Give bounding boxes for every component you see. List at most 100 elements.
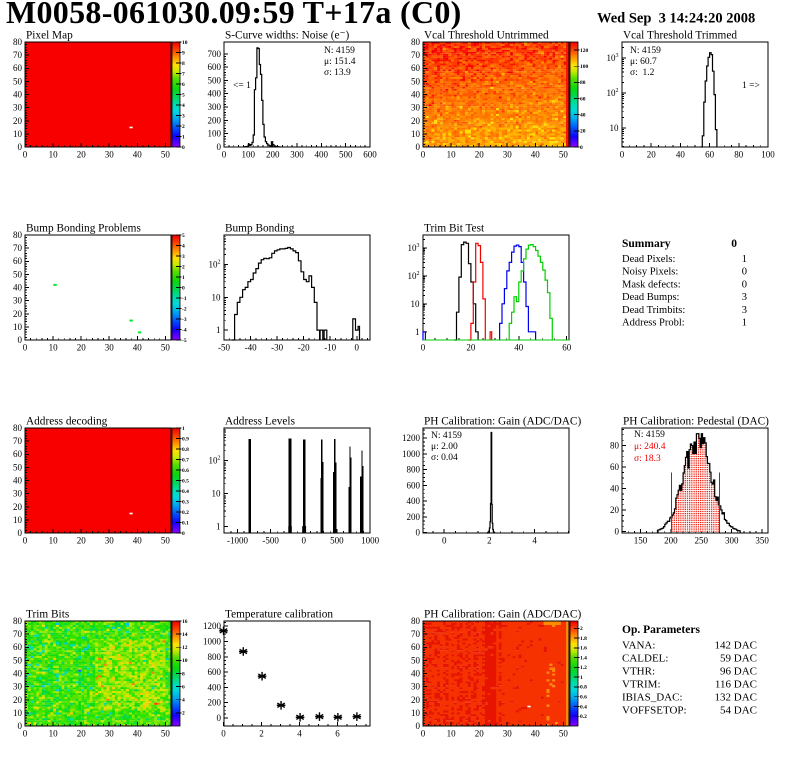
svg-text:59 DAC: 59 DAC — [720, 653, 757, 665]
svg-text:<= 1: <= 1 — [233, 81, 251, 91]
svg-text:10: 10 — [411, 299, 421, 309]
svg-text:0: 0 — [23, 150, 28, 160]
svg-text:Wed Sep 3 14:24:20 2008: Wed Sep 3 14:24:20 2008 — [597, 11, 755, 27]
svg-text:70: 70 — [13, 243, 23, 253]
svg-text:132 DAC: 132 DAC — [715, 692, 757, 704]
svg-text:60: 60 — [705, 150, 715, 160]
svg-text:30: 30 — [105, 536, 115, 546]
svg-text:1 =>: 1 => — [742, 81, 760, 91]
svg-text:Trim Bit Test: Trim Bit Test — [424, 223, 485, 235]
svg-text:400: 400 — [208, 89, 222, 99]
svg-text:Dead Pixels:: Dead Pixels: — [622, 254, 675, 265]
svg-text:200: 200 — [266, 150, 280, 160]
svg-text:600: 600 — [363, 150, 377, 160]
svg-text:0.8: 0.8 — [580, 685, 587, 691]
svg-text:40: 40 — [580, 113, 586, 119]
svg-text:4: 4 — [297, 729, 302, 739]
svg-text:40: 40 — [133, 536, 143, 546]
svg-text:10: 10 — [13, 515, 23, 525]
svg-text:6: 6 — [335, 729, 340, 739]
svg-text:-40: -40 — [245, 343, 257, 353]
svg-text:400: 400 — [315, 150, 329, 160]
svg-text:100: 100 — [580, 64, 589, 70]
svg-text:0: 0 — [580, 145, 583, 151]
svg-text:1: 1 — [216, 325, 221, 335]
svg-text:400: 400 — [407, 496, 421, 506]
svg-text:1.6: 1.6 — [580, 646, 587, 652]
svg-text:30: 30 — [13, 682, 23, 692]
svg-text:0: 0 — [416, 528, 421, 538]
svg-text:20: 20 — [580, 129, 586, 135]
svg-text:0: 0 — [742, 279, 747, 290]
svg-text:102: 102 — [607, 88, 619, 98]
svg-text:0.8: 0.8 — [182, 447, 189, 453]
svg-text:Address decoding: Address decoding — [26, 416, 108, 428]
svg-text:20: 20 — [475, 150, 485, 160]
svg-text:0.2: 0.2 — [580, 714, 587, 720]
svg-text:50: 50 — [13, 655, 23, 665]
svg-text:20: 20 — [77, 536, 87, 546]
svg-text:σ: 13.9: σ: 13.9 — [324, 68, 351, 78]
svg-text:1: 1 — [742, 254, 747, 265]
svg-text:100: 100 — [761, 150, 775, 160]
svg-text:70: 70 — [411, 629, 421, 639]
svg-text:Bump Bonding: Bump Bonding — [225, 223, 295, 235]
svg-text:60: 60 — [13, 63, 23, 73]
svg-text:1000: 1000 — [402, 449, 421, 459]
svg-text:50: 50 — [13, 76, 23, 86]
svg-text:20: 20 — [13, 695, 23, 705]
svg-text:150: 150 — [634, 536, 648, 546]
svg-text:20: 20 — [610, 505, 620, 515]
svg-text:40: 40 — [676, 150, 686, 160]
svg-text:80: 80 — [734, 150, 744, 160]
svg-text:40: 40 — [531, 729, 541, 739]
svg-text:0: 0 — [221, 729, 226, 739]
svg-text:PH Calibration: Gain (ADC/DAC): PH Calibration: Gain (ADC/DAC) — [424, 416, 581, 428]
svg-text:60: 60 — [411, 63, 421, 73]
svg-text:1000: 1000 — [203, 637, 222, 647]
svg-text:0.5: 0.5 — [182, 478, 189, 484]
svg-text:0: 0 — [23, 729, 28, 739]
svg-text:8: 8 — [182, 61, 185, 67]
svg-text:10: 10 — [49, 729, 59, 739]
svg-text:200: 200 — [208, 115, 222, 125]
svg-text:600: 600 — [407, 480, 421, 490]
svg-text:103: 103 — [607, 53, 619, 63]
svg-text:600: 600 — [208, 62, 222, 72]
svg-text:20: 20 — [411, 116, 421, 126]
svg-text:S-Curve widths: Noise (e⁻): S-Curve widths: Noise (e⁻) — [225, 30, 349, 42]
svg-text:30: 30 — [503, 150, 513, 160]
svg-text:40: 40 — [13, 476, 23, 486]
svg-text:120: 120 — [580, 48, 589, 54]
svg-text:Summary: Summary — [622, 238, 671, 250]
svg-text:2: 2 — [182, 264, 185, 270]
svg-text:50: 50 — [13, 269, 23, 279]
svg-text:1: 1 — [182, 134, 185, 140]
svg-text:σ: 0.04: σ: 0.04 — [431, 453, 458, 463]
svg-text:0: 0 — [18, 528, 23, 538]
svg-text:1: 1 — [415, 327, 420, 337]
svg-text:103: 103 — [408, 243, 420, 253]
svg-text:μ: 151.4: μ: 151.4 — [324, 57, 356, 67]
svg-text:σ: 18.3: σ: 18.3 — [634, 454, 661, 464]
svg-text:0: 0 — [18, 142, 23, 152]
svg-text:60: 60 — [13, 642, 23, 652]
svg-text:10: 10 — [212, 292, 222, 302]
svg-text:5: 5 — [182, 233, 185, 239]
svg-text:40: 40 — [411, 90, 421, 100]
svg-text:80: 80 — [13, 616, 23, 626]
svg-text:200: 200 — [664, 536, 678, 546]
svg-text:70: 70 — [13, 50, 23, 60]
svg-text:10: 10 — [447, 729, 457, 739]
svg-text:800: 800 — [407, 465, 421, 475]
svg-text:0: 0 — [442, 536, 447, 546]
svg-text:2: 2 — [487, 536, 492, 546]
svg-text:2: 2 — [259, 729, 264, 739]
svg-text:M0058-061030.09:59 T+17a (C0): M0058-061030.09:59 T+17a (C0) — [6, 0, 462, 30]
svg-text:-20: -20 — [298, 343, 310, 353]
svg-text:300: 300 — [725, 536, 739, 546]
svg-text:0.4: 0.4 — [182, 489, 189, 495]
svg-text:20: 20 — [13, 309, 23, 319]
svg-text:40: 40 — [133, 729, 143, 739]
svg-text:1200: 1200 — [203, 621, 222, 631]
